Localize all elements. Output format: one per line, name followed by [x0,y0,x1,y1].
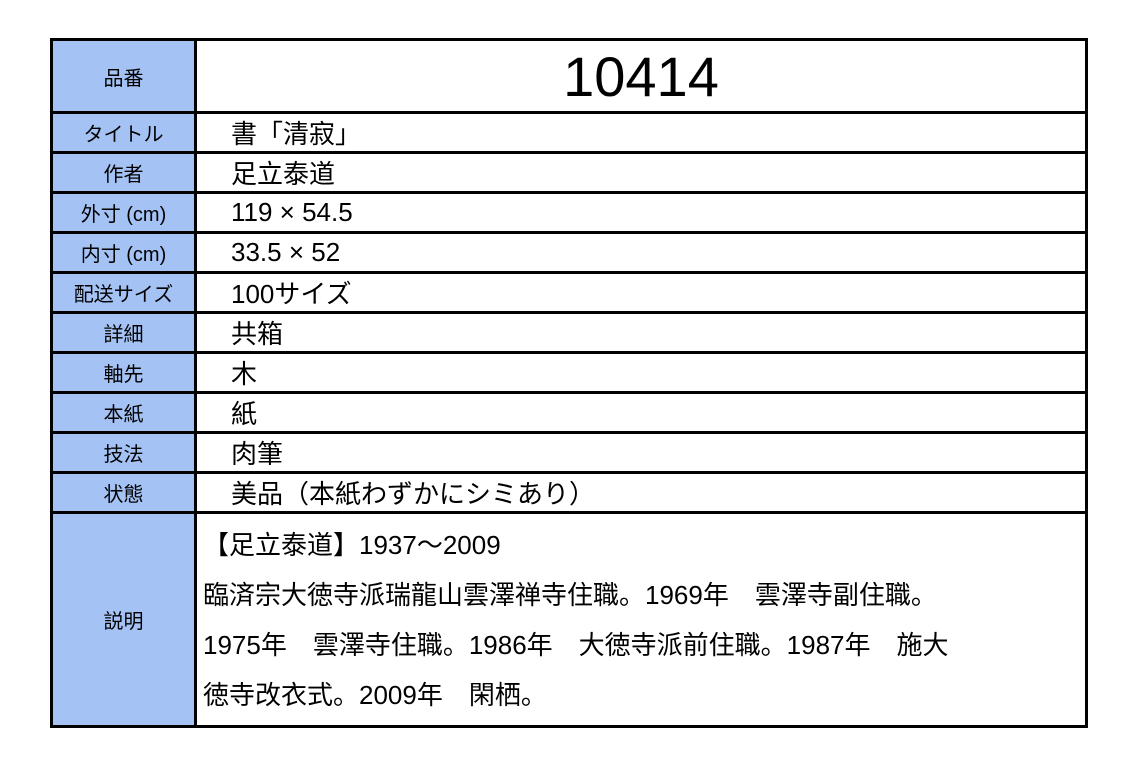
details-row: 詳細 共箱 [50,311,1088,354]
row-value: 足立泰道 [194,151,1088,194]
row-value: 肉筆 [194,431,1088,474]
row-label: 軸先 [50,351,197,394]
description-text: 【足立泰道】1937～2009 臨済宗大徳寺派瑞龍山雲澤禅寺住職。1969年 雲… [194,511,1088,728]
row-value: 木 [194,351,1088,394]
description-line: 1975年 雲澤寺住職。1986年 大徳寺派前住職。1987年 施大 [203,629,949,660]
row-label: 技法 [50,431,197,474]
row-value: 美品（本紙わずかにシミあり） [194,471,1088,514]
description-row: 説明 【足立泰道】1937～2009 臨済宗大徳寺派瑞龍山雲澤禅寺住職。1969… [50,511,1088,728]
artist-row: 作者 足立泰道 [50,151,1088,194]
row-label: 詳細 [50,311,197,354]
row-label: 状態 [50,471,197,514]
description-line: 【足立泰道】1937～2009 [203,529,501,560]
row-label: 外寸 (cm) [50,191,197,234]
row-value: 33.5 × 52 [194,231,1088,274]
row-label: 作者 [50,151,197,194]
condition-row: 状態 美品（本紙わずかにシミあり） [50,471,1088,514]
row-label: 配送サイズ [50,271,197,314]
row-value: 119 × 54.5 [194,191,1088,234]
item-number-value: 10414 [194,38,1088,114]
description-label: 説明 [50,511,197,728]
description-line: 徳寺改衣式。2009年 閑栖。 [203,679,547,710]
item-number-row: 品番 10414 [50,38,1088,114]
shipping-size-row: 配送サイズ 100サイズ [50,271,1088,314]
row-label: 本紙 [50,391,197,434]
row-label: 内寸 (cm) [50,231,197,274]
title-row: タイトル 書「清寂」 [50,111,1088,154]
product-spec-table: 品番 10414 タイトル 書「清寂」 作者 足立泰道 外寸 (cm) 119 … [50,38,1088,728]
base-material-row: 本紙 紙 [50,391,1088,434]
item-number-label: 品番 [50,38,197,114]
outer-size-row: 外寸 (cm) 119 × 54.5 [50,191,1088,234]
row-value: 書「清寂」 [194,111,1088,154]
row-label: タイトル [50,111,197,154]
technique-row: 技法 肉筆 [50,431,1088,474]
roller-end-row: 軸先 木 [50,351,1088,394]
row-value: 100サイズ [194,271,1088,314]
row-value: 紙 [194,391,1088,434]
row-value: 共箱 [194,311,1088,354]
description-line: 臨済宗大徳寺派瑞龍山雲澤禅寺住職。1969年 雲澤寺副住職。 [203,579,937,610]
inner-size-row: 内寸 (cm) 33.5 × 52 [50,231,1088,274]
